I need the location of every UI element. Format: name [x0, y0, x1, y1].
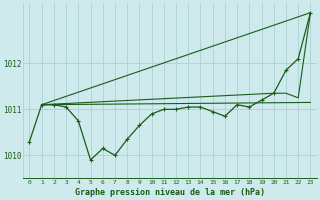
X-axis label: Graphe pression niveau de la mer (hPa): Graphe pression niveau de la mer (hPa) — [75, 188, 265, 197]
